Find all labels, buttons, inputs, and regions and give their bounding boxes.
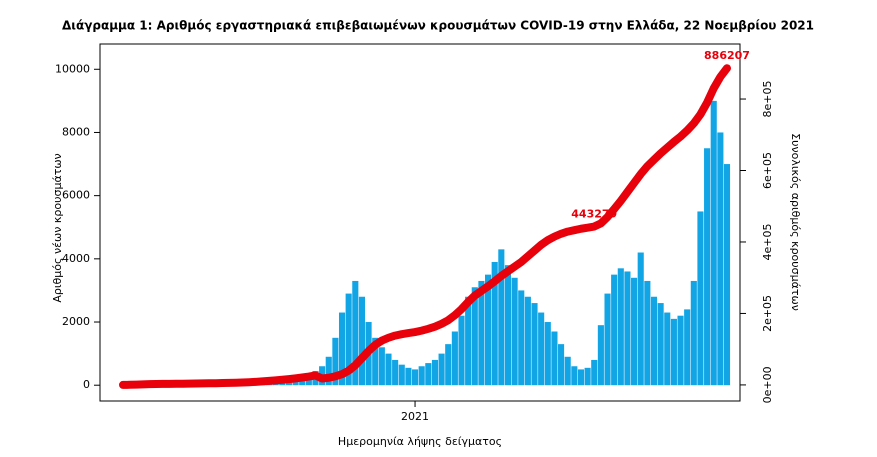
bar	[445, 344, 452, 386]
y2-tick-label: 4e+05	[761, 223, 774, 260]
bar	[644, 280, 651, 386]
y2-tick-label: 6e+05	[761, 152, 774, 189]
bar	[670, 318, 677, 386]
y2-tick-label: 0e+00	[761, 366, 774, 403]
chart-title: Διάγραμμα 1: Αριθμός εργαστηριακά επιβεβ…	[62, 19, 814, 33]
bar	[617, 268, 624, 386]
bar	[704, 148, 711, 386]
bar	[684, 309, 691, 386]
bar	[710, 100, 717, 386]
y2-tick-label: 8e+05	[761, 81, 774, 118]
bar	[345, 293, 352, 386]
bar	[478, 280, 485, 386]
plot-frame	[99, 43, 741, 402]
bar	[392, 359, 399, 386]
bar	[438, 353, 445, 386]
bar	[485, 274, 492, 386]
y-tick-label: 4000	[62, 252, 90, 265]
bar	[723, 164, 731, 386]
y2-axis-label: Συνολικός αριθμός κρουσμάτων	[789, 133, 802, 311]
y-tick-label: 0	[83, 378, 90, 391]
bar	[577, 369, 585, 386]
bar	[524, 296, 531, 386]
bar	[451, 331, 458, 386]
bar	[465, 296, 472, 386]
bar	[498, 249, 505, 386]
bar	[372, 337, 379, 386]
bar	[491, 261, 498, 386]
bar	[338, 312, 346, 386]
bar	[631, 277, 638, 386]
bar	[511, 277, 518, 386]
bar	[564, 356, 571, 386]
bar	[558, 344, 565, 386]
point-label: 886207	[704, 49, 750, 62]
y-tick-label: 10000	[55, 62, 90, 75]
bar	[405, 367, 412, 386]
bar	[690, 280, 697, 386]
bar	[637, 252, 644, 386]
bar	[664, 312, 671, 386]
bar	[531, 303, 538, 386]
bar	[458, 315, 465, 386]
bar	[597, 325, 604, 386]
bar	[544, 322, 551, 386]
bar	[551, 331, 558, 386]
bar	[591, 359, 598, 386]
bar	[352, 280, 359, 386]
bar	[504, 265, 512, 386]
bar	[697, 211, 704, 386]
y-tick-label: 8000	[62, 125, 90, 138]
bar	[584, 367, 591, 386]
point-label: 443279	[571, 208, 617, 221]
bar	[717, 132, 724, 386]
bar	[571, 366, 578, 386]
bar	[611, 274, 618, 386]
bar	[538, 312, 545, 386]
x-axis-label: Ημερομηνία λήψης δείγματος	[338, 435, 502, 448]
x-tick-label: 2021	[401, 410, 429, 423]
bar	[411, 369, 419, 386]
bar	[471, 287, 478, 386]
bar	[604, 293, 611, 386]
bar	[518, 290, 525, 386]
y2-tick-label: 2e+05	[761, 295, 774, 332]
bar	[650, 296, 658, 386]
bar	[378, 347, 385, 386]
bar	[657, 303, 664, 386]
bar	[332, 337, 339, 386]
y-tick-label: 6000	[62, 189, 90, 202]
bar	[398, 364, 405, 386]
bar	[425, 363, 432, 386]
bar	[385, 353, 392, 386]
cumulative-line	[119, 64, 731, 389]
bar	[624, 271, 631, 386]
bar	[358, 296, 365, 386]
y-tick-label: 2000	[62, 315, 90, 328]
bar	[677, 315, 684, 386]
y-axis-label: Αριθμός νέων κρουσμάτων	[51, 153, 64, 302]
bar	[431, 359, 439, 386]
bar	[325, 356, 332, 386]
bar	[418, 366, 425, 386]
